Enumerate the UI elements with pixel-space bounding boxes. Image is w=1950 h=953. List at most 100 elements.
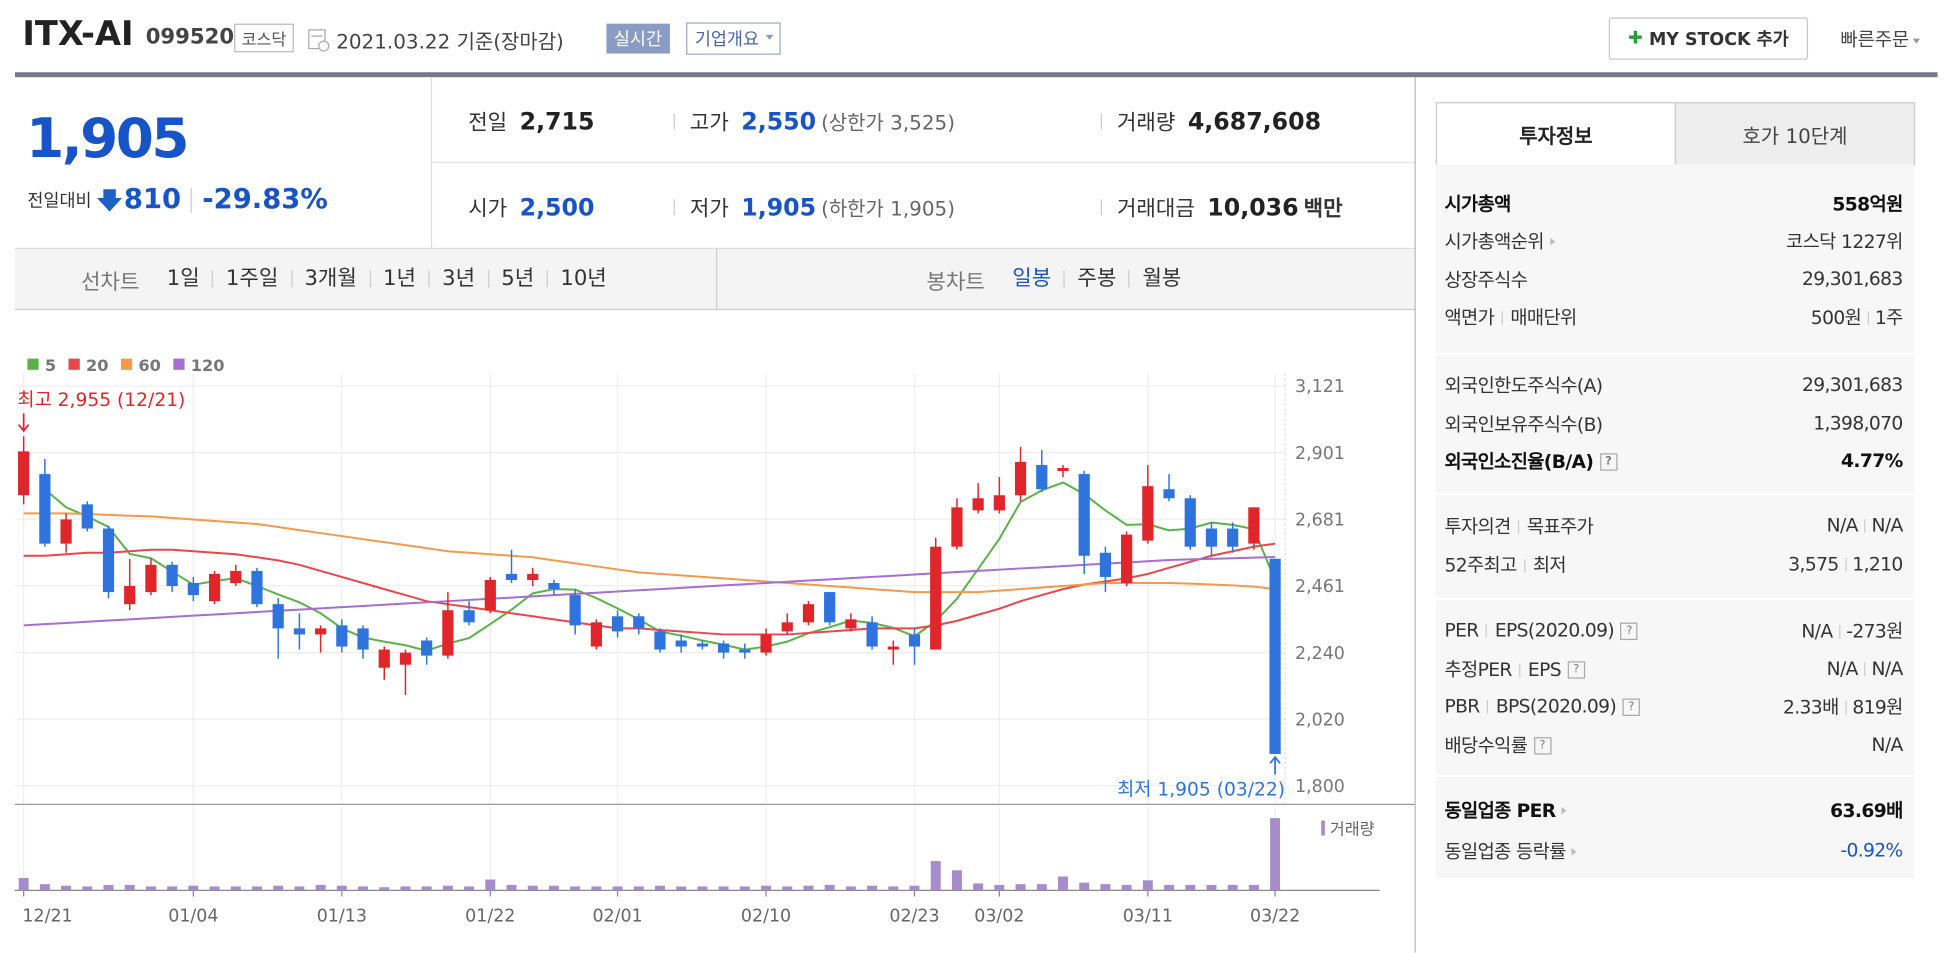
summary-unit: 백만	[1303, 196, 1343, 222]
my-stock-button[interactable]: ✚ MY STOCK 추가	[1608, 17, 1809, 60]
y-tick-label: 2,461	[1295, 577, 1345, 597]
arrow-icon[interactable]	[1571, 847, 1577, 856]
label-part: BPS(2020.09)	[1495, 694, 1617, 718]
volume-bar	[1079, 882, 1090, 891]
volume-bar	[464, 886, 475, 891]
summary-bottom	[430, 247, 1415, 250]
candle-body	[951, 507, 963, 547]
tab[interactable]: 투자정보	[1435, 102, 1677, 166]
candle-body	[124, 586, 136, 605]
summary-cell: 저가 1,905 (하한가 1,905)	[673, 191, 955, 222]
period-option[interactable]: 1주일	[212, 268, 291, 290]
volume-bar	[973, 883, 984, 891]
candle-body	[972, 498, 984, 511]
y-tick-label: 2,681	[1295, 510, 1345, 530]
period-option[interactable]: 1일	[166, 266, 200, 292]
candle-body	[1248, 507, 1260, 544]
value-part: N/A	[1871, 514, 1903, 537]
candle-body	[102, 528, 115, 593]
period-option[interactable]: 월봉	[1128, 268, 1194, 290]
volume-bar	[188, 885, 199, 891]
info-value: 2.33배 819원	[1783, 693, 1903, 719]
info-value: 코스닥 1227위	[1786, 227, 1903, 253]
summary-value: 1,905	[741, 194, 817, 222]
label-part: EPS	[1527, 658, 1562, 681]
x-tick-label: 02/01	[592, 906, 642, 926]
candle-body	[781, 622, 793, 632]
candle-body	[633, 616, 645, 629]
candle-body	[1184, 498, 1196, 547]
period-option[interactable]: 10년	[546, 268, 620, 290]
stock-code: 099520	[145, 24, 235, 50]
market-badge: 코스닥	[234, 23, 294, 53]
arrow-icon[interactable]	[1550, 237, 1556, 246]
candle-body	[357, 628, 369, 650]
volume-bar	[633, 886, 644, 891]
realtime-button[interactable]: 실시간	[606, 23, 670, 54]
y-tick-label: 2,240	[1295, 644, 1345, 664]
label-part: 동일업종 등락률	[1444, 839, 1566, 863]
legend-label: 20	[86, 356, 109, 375]
help-icon[interactable]: ?	[1533, 737, 1551, 755]
help-icon[interactable]: ?	[1599, 453, 1617, 471]
summary-value: 4,687,608	[1187, 108, 1322, 136]
candle-body	[993, 495, 1005, 511]
candle-body	[251, 570, 263, 605]
help-icon[interactable]: ?	[1622, 697, 1640, 716]
volume-bar	[379, 887, 390, 891]
help-icon[interactable]: ?	[1620, 621, 1638, 640]
down-arrow	[96, 188, 122, 212]
candle-body	[81, 504, 93, 529]
candle-body	[145, 564, 157, 593]
label-part: 목표주가	[1526, 514, 1594, 538]
value-part: 3,575	[1788, 552, 1839, 576]
base-date: 2021.03.22 기준(장마감)	[336, 29, 564, 54]
volume-bar	[400, 886, 411, 891]
volume-bar	[718, 886, 729, 891]
volume-bar	[167, 886, 178, 891]
info-row: 시가총액 558억원	[1444, 188, 1903, 218]
period-option[interactable]: 주봉	[1063, 268, 1129, 290]
help-icon[interactable]: ?	[1567, 661, 1585, 679]
period-option[interactable]: 일봉	[1012, 266, 1052, 292]
calendar-icon	[308, 29, 330, 52]
period-option[interactable]: 3년	[428, 268, 487, 290]
volume-bar	[739, 886, 750, 891]
period-option[interactable]: 1년	[369, 268, 428, 290]
candle-body	[421, 640, 433, 656]
volume-bar	[697, 886, 708, 891]
volume-bar	[124, 884, 135, 891]
candle-body	[505, 573, 518, 580]
candle-body	[760, 634, 772, 653]
legend-label: 120	[191, 356, 225, 375]
x-tick-label: 02/23	[889, 906, 939, 926]
label-part: 동일업종 PER	[1444, 798, 1556, 822]
info-value: 3,575 1,210	[1788, 552, 1903, 576]
tab[interactable]: 호가 10단계	[1674, 102, 1916, 166]
summary-label: 저가	[689, 196, 729, 222]
volume-bar	[1248, 884, 1259, 891]
quick-order[interactable]: 빠른주문	[1840, 26, 1921, 52]
volume-bar	[888, 886, 899, 891]
info-value: 1,398,070	[1813, 412, 1903, 434]
candle-body	[569, 595, 581, 626]
period-option[interactable]: 5년	[487, 268, 547, 290]
label-part: 외국인보유주식수(B)	[1444, 412, 1603, 436]
value-part: 29,301,683	[1801, 373, 1903, 396]
summary-cell: 전일 2,715	[468, 105, 594, 135]
separator	[1524, 558, 1526, 573]
label-part: 시가총액	[1444, 192, 1511, 215]
arrow-icon[interactable]	[1561, 806, 1567, 815]
candle-body	[315, 628, 327, 635]
info-label: 상장주식수	[1444, 266, 1527, 292]
volume-bar	[421, 886, 432, 891]
period-option[interactable]: 3개월	[290, 268, 370, 290]
candle-body	[1142, 486, 1154, 541]
overview-button[interactable]: 기업개요	[686, 22, 781, 55]
change-value: 810	[123, 184, 182, 216]
x-tick-label: 03/02	[974, 906, 1024, 926]
label-part: 추정PER	[1444, 658, 1512, 681]
ma-line	[44, 481, 1277, 652]
candle-body	[845, 619, 857, 629]
